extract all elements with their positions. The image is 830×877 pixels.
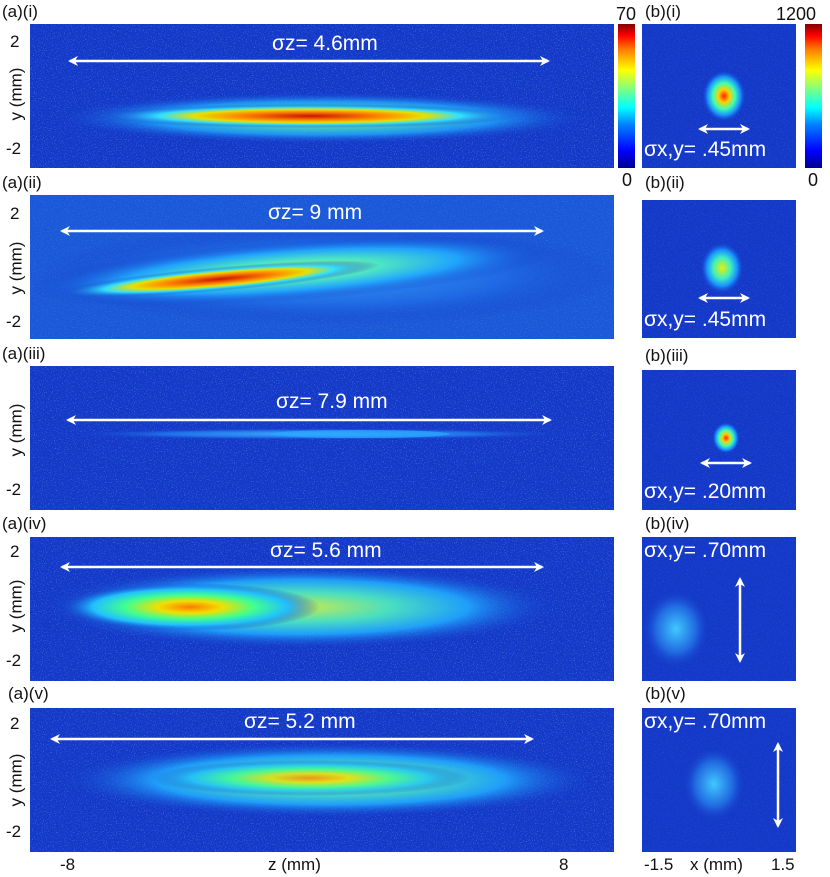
spot-image-b-i: σx,y= .45mm: [642, 24, 796, 168]
panel-label-b-ii: (b)(ii): [645, 173, 685, 192]
y-axis-label: y (mm): [6, 241, 26, 295]
sigma-z-label: σz= 9 mm: [268, 201, 363, 224]
panel-label-a-iii: (a)(iii): [2, 344, 46, 363]
colorbar-a-min: 0: [622, 170, 633, 190]
y-axis-label: y (mm): [6, 753, 26, 807]
panel-label-b-iv: (b)(iv): [645, 514, 690, 533]
y-tick-top: 2: [10, 542, 20, 561]
sigma-z-label: σz= 4.6mm: [272, 32, 378, 55]
y-tick-bottom: -2: [6, 312, 22, 331]
sigma-z-label: σz= 5.6 mm: [270, 539, 382, 562]
y-axis-label: y (mm): [6, 67, 26, 121]
z-axis-label: z (mm): [268, 855, 321, 874]
y-tick-top: 2: [10, 204, 20, 223]
beam-image-a-v: σz= 5.2 mm: [30, 708, 614, 852]
colorbar-b-max: 1200: [776, 4, 817, 24]
sigma-xy-label: σx,y= .70mm: [644, 539, 767, 562]
y-axis-label: y (mm): [6, 403, 26, 457]
panel-label-b-v: (b)(v): [645, 684, 686, 703]
spot-image-b-iv: σx,y= .70mm: [642, 537, 796, 681]
colorbar-a-max: 70: [616, 4, 637, 24]
y-tick-top: 2: [10, 32, 20, 51]
spot-image-b-iii: σx,y= .20mm: [642, 370, 796, 510]
panel-label-a-ii: (a)(ii): [2, 173, 42, 192]
spot-image-b-v: σx,y= .70mm: [642, 708, 796, 852]
sigma-xy-label: σx,y= .70mm: [644, 710, 767, 733]
y-tick-bottom: -2: [6, 139, 22, 158]
sigma-xy-label: σx,y= .45mm: [644, 138, 767, 161]
colorbar-b-min: 0: [808, 170, 819, 190]
sigma-z-label: σz= 5.2 mm: [244, 710, 356, 733]
colorbar-a: [618, 24, 635, 168]
z-tick-max: 8: [559, 855, 569, 874]
beam-image-a-i: σz= 4.6mm: [30, 24, 614, 168]
panel-label-b-iii: (b)(iii): [645, 346, 689, 365]
y-tick-bottom: -2: [6, 822, 22, 841]
panel-label-a-i: (a)(i): [2, 2, 38, 21]
y-tick-bottom: -2: [6, 480, 22, 499]
x-tick-min: -1.5: [644, 855, 674, 874]
x-axis-label: x (mm): [690, 855, 743, 874]
y-tick-bottom: -2: [6, 651, 22, 670]
panel-label-a-iv: (a)(iv): [2, 514, 47, 533]
z-tick-min: -8: [60, 855, 76, 874]
beam-image-a-ii: σz= 9 mm: [30, 195, 614, 339]
y-tick-top: 2: [10, 714, 20, 733]
sigma-z-label: σz= 7.9 mm: [276, 390, 388, 413]
beam-image-a-iii: σz= 7.9 mm: [30, 366, 614, 510]
sigma-xy-label: σx,y= .45mm: [644, 308, 767, 331]
y-axis-label: y (mm): [6, 579, 26, 633]
panel-label-a-v: (a)(v): [8, 684, 49, 703]
x-tick-max: 1.5: [771, 855, 795, 874]
spot-image-b-ii: σx,y= .45mm: [642, 200, 796, 338]
colorbar-b: [805, 24, 822, 168]
sigma-xy-label: σx,y= .20mm: [644, 480, 767, 503]
panel-label-b-i: (b)(i): [645, 2, 681, 21]
beam-image-a-iv: σz= 5.6 mm: [30, 537, 614, 681]
